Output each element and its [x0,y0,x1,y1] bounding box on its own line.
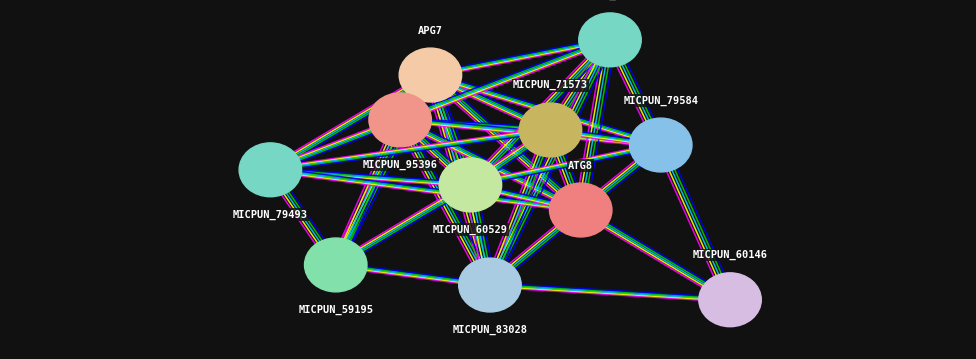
Ellipse shape [369,93,431,147]
Text: MICPUN_79493: MICPUN_79493 [233,209,307,219]
Text: MICPUN_83028: MICPUN_83028 [453,325,527,335]
Text: MICPUN_79584: MICPUN_79584 [624,95,698,106]
Ellipse shape [305,238,367,292]
Ellipse shape [579,13,641,67]
Text: MICPUN_71573: MICPUN_71573 [513,80,588,90]
Ellipse shape [439,158,502,212]
Text: MICPUN_59195: MICPUN_59195 [299,304,373,314]
Text: ATG8: ATG8 [568,160,593,171]
Ellipse shape [630,118,692,172]
Ellipse shape [699,273,761,327]
Ellipse shape [459,258,521,312]
Ellipse shape [519,103,582,157]
Ellipse shape [399,48,462,102]
Text: MICPUN_95396: MICPUN_95396 [363,159,437,169]
Text: MICPUN_60146: MICPUN_60146 [693,250,767,260]
Ellipse shape [239,143,302,197]
Text: MICPUN_60529: MICPUN_60529 [433,224,508,234]
Ellipse shape [549,183,612,237]
Text: APG7: APG7 [418,25,443,36]
